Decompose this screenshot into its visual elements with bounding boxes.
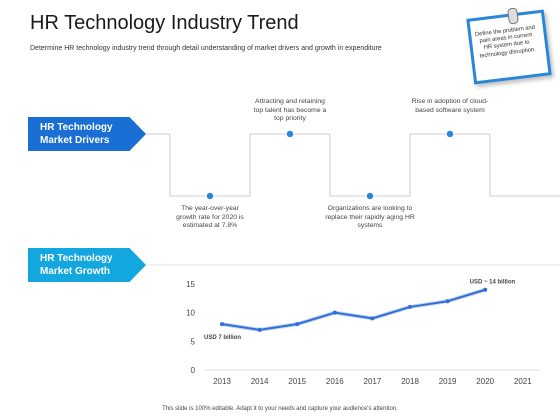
- timeline-step-line: [146, 133, 560, 197]
- driver-text-3: Organizations are looking to replace the…: [325, 205, 415, 230]
- x-tick-label: 2015: [288, 377, 306, 386]
- x-tick-label: 2013: [213, 377, 231, 386]
- series-line-shadow: [220, 287, 488, 332]
- series-point: [408, 304, 412, 309]
- series-line: [221, 288, 487, 331]
- market-growth-banner: HR Technology Market Growth: [28, 248, 146, 282]
- x-tick-label: 2017: [364, 377, 382, 386]
- x-tick-label: 2016: [326, 377, 344, 386]
- x-tick-label: 2018: [401, 377, 419, 386]
- x-tick-label: 2021: [514, 377, 532, 386]
- market-drivers-banner: HR Technology Market Drivers: [28, 117, 146, 151]
- driver-text-4: Rise in adoption of cloud-based software…: [411, 98, 489, 114]
- series-point: [295, 322, 300, 327]
- y-tick-label: 15: [186, 280, 195, 289]
- timeline-dot-2: [285, 129, 295, 139]
- series-point: [445, 299, 450, 304]
- x-tick-label: 2020: [476, 377, 494, 386]
- y-tick-label: 0: [191, 366, 196, 375]
- y-tick-label: 10: [186, 309, 195, 318]
- timeline-dot-3: [365, 191, 375, 201]
- y-tick-label: 5: [191, 337, 196, 346]
- x-tick-label: 2014: [251, 377, 269, 386]
- series-point: [257, 327, 262, 332]
- page-title: HR Technology Industry Trend: [30, 12, 299, 34]
- annotation-end: USD ~ 14 billion: [470, 280, 516, 286]
- series-point: [332, 310, 337, 315]
- series-point: [370, 316, 375, 321]
- annotation-start: USD 7 billion: [204, 335, 241, 341]
- series-point: [483, 287, 488, 292]
- timeline-dot-1: [205, 191, 215, 201]
- series-point: [220, 322, 224, 327]
- footer-note: This slide is 100% editable. Adapt it to…: [162, 406, 398, 412]
- page-subtitle: Determine HR technology industry trend t…: [30, 45, 382, 52]
- x-tick-label: 2019: [439, 377, 457, 386]
- driver-text-1: The year-over-year growth rate for 2020 …: [176, 205, 244, 230]
- driver-text-2: Attracting and retaining top talent has …: [253, 98, 327, 123]
- timeline-dot-4: [445, 129, 455, 139]
